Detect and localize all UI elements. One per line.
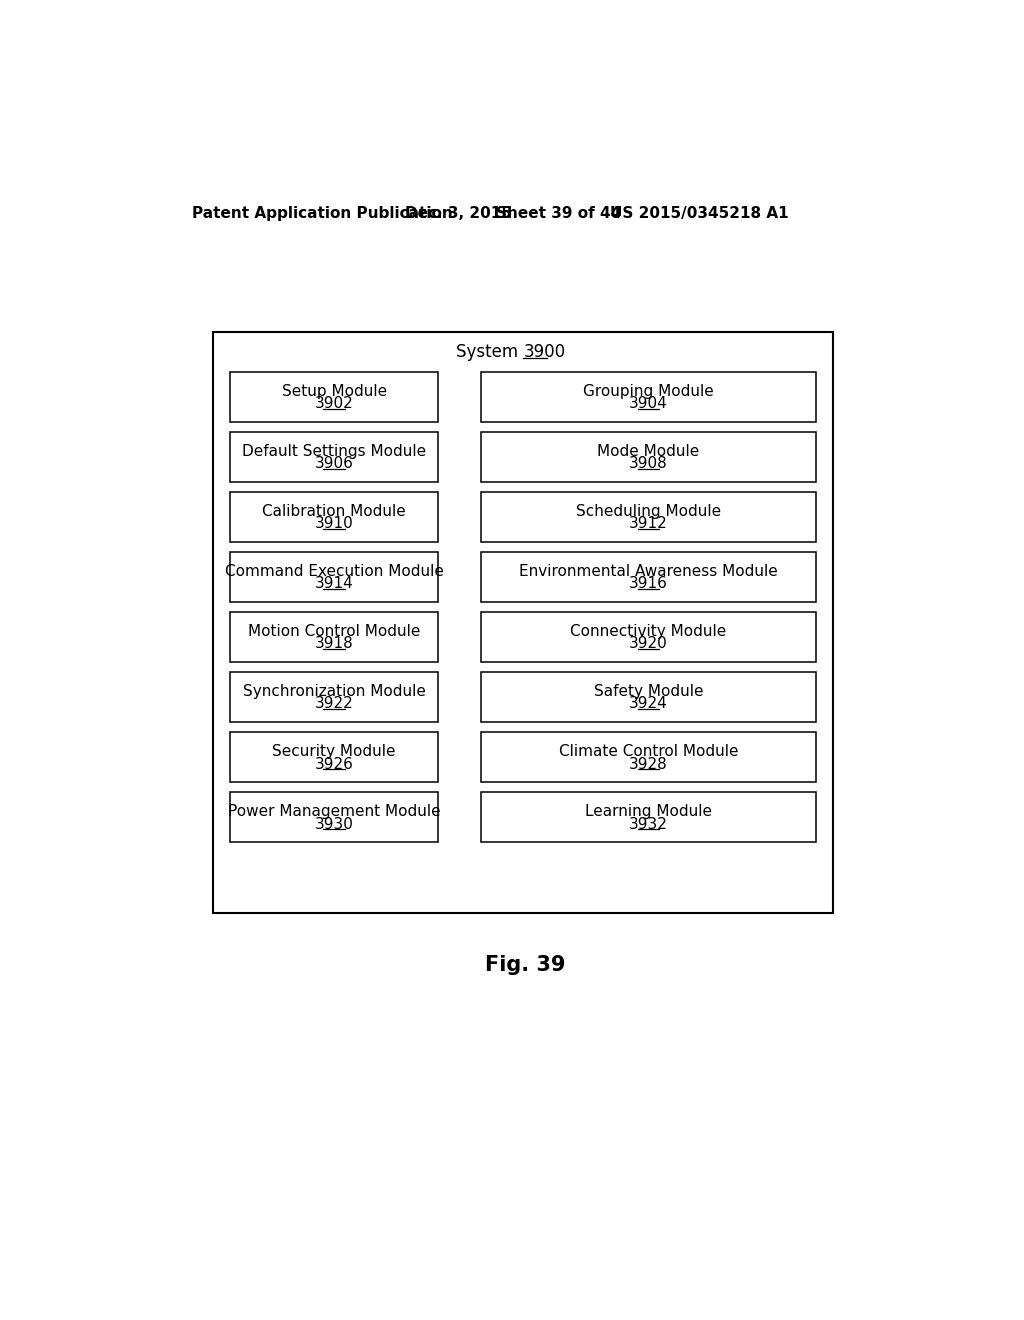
Text: System: System	[456, 343, 523, 362]
Text: Environmental Awareness Module: Environmental Awareness Module	[519, 564, 778, 579]
Bar	[480, 492, 816, 541]
Text: 3924: 3924	[629, 697, 668, 711]
Text: Security Module: Security Module	[272, 744, 396, 759]
Bar	[213, 331, 834, 913]
Bar	[480, 432, 816, 482]
Text: 3930: 3930	[314, 817, 353, 832]
Text: Safety Module: Safety Module	[594, 684, 703, 700]
Text: Sheet 39 of 44: Sheet 39 of 44	[496, 206, 622, 222]
Text: Default Settings Module: Default Settings Module	[242, 444, 426, 459]
Text: Scheduling Module: Scheduling Module	[575, 504, 721, 519]
Text: Grouping Module: Grouping Module	[583, 384, 714, 399]
Text: 3922: 3922	[314, 697, 353, 711]
Bar	[480, 552, 816, 602]
Text: 3912: 3912	[629, 516, 668, 531]
Bar	[230, 672, 438, 722]
Text: 3902: 3902	[314, 396, 353, 411]
Bar	[480, 672, 816, 722]
Text: 3932: 3932	[629, 817, 668, 832]
Text: 3928: 3928	[629, 756, 668, 771]
Bar	[230, 612, 438, 663]
Bar	[230, 432, 438, 482]
Text: Fig. 39: Fig. 39	[484, 956, 565, 975]
Text: Synchronization Module: Synchronization Module	[243, 684, 426, 700]
Bar	[480, 612, 816, 663]
Text: 3926: 3926	[314, 756, 353, 771]
Bar	[230, 733, 438, 781]
Text: Mode Module: Mode Module	[597, 444, 699, 459]
Bar	[480, 792, 816, 842]
Bar	[230, 372, 438, 422]
Text: 3916: 3916	[629, 577, 668, 591]
Text: Setup Module: Setup Module	[282, 384, 387, 399]
Text: Patent Application Publication: Patent Application Publication	[191, 206, 453, 222]
Bar	[480, 372, 816, 422]
Text: Connectivity Module: Connectivity Module	[570, 624, 727, 639]
Text: Calibration Module: Calibration Module	[262, 504, 407, 519]
Text: 3920: 3920	[629, 636, 668, 651]
Text: Command Execution Module: Command Execution Module	[224, 564, 443, 579]
Text: 3910: 3910	[314, 516, 353, 531]
Text: 3914: 3914	[314, 577, 353, 591]
Text: Dec. 3, 2015: Dec. 3, 2015	[406, 206, 512, 222]
Text: Climate Control Module: Climate Control Module	[559, 744, 738, 759]
Bar	[480, 733, 816, 781]
Text: US 2015/0345218 A1: US 2015/0345218 A1	[610, 206, 788, 222]
Text: Learning Module: Learning Module	[585, 804, 712, 820]
Bar	[230, 492, 438, 541]
Bar	[230, 552, 438, 602]
Text: Power Management Module: Power Management Module	[227, 804, 440, 820]
Text: 3906: 3906	[314, 457, 353, 471]
Text: 3908: 3908	[629, 457, 668, 471]
Text: 3900: 3900	[523, 343, 565, 362]
Text: Motion Control Module: Motion Control Module	[248, 624, 420, 639]
Text: 3918: 3918	[314, 636, 353, 651]
Text: 3904: 3904	[629, 396, 668, 411]
Bar	[230, 792, 438, 842]
